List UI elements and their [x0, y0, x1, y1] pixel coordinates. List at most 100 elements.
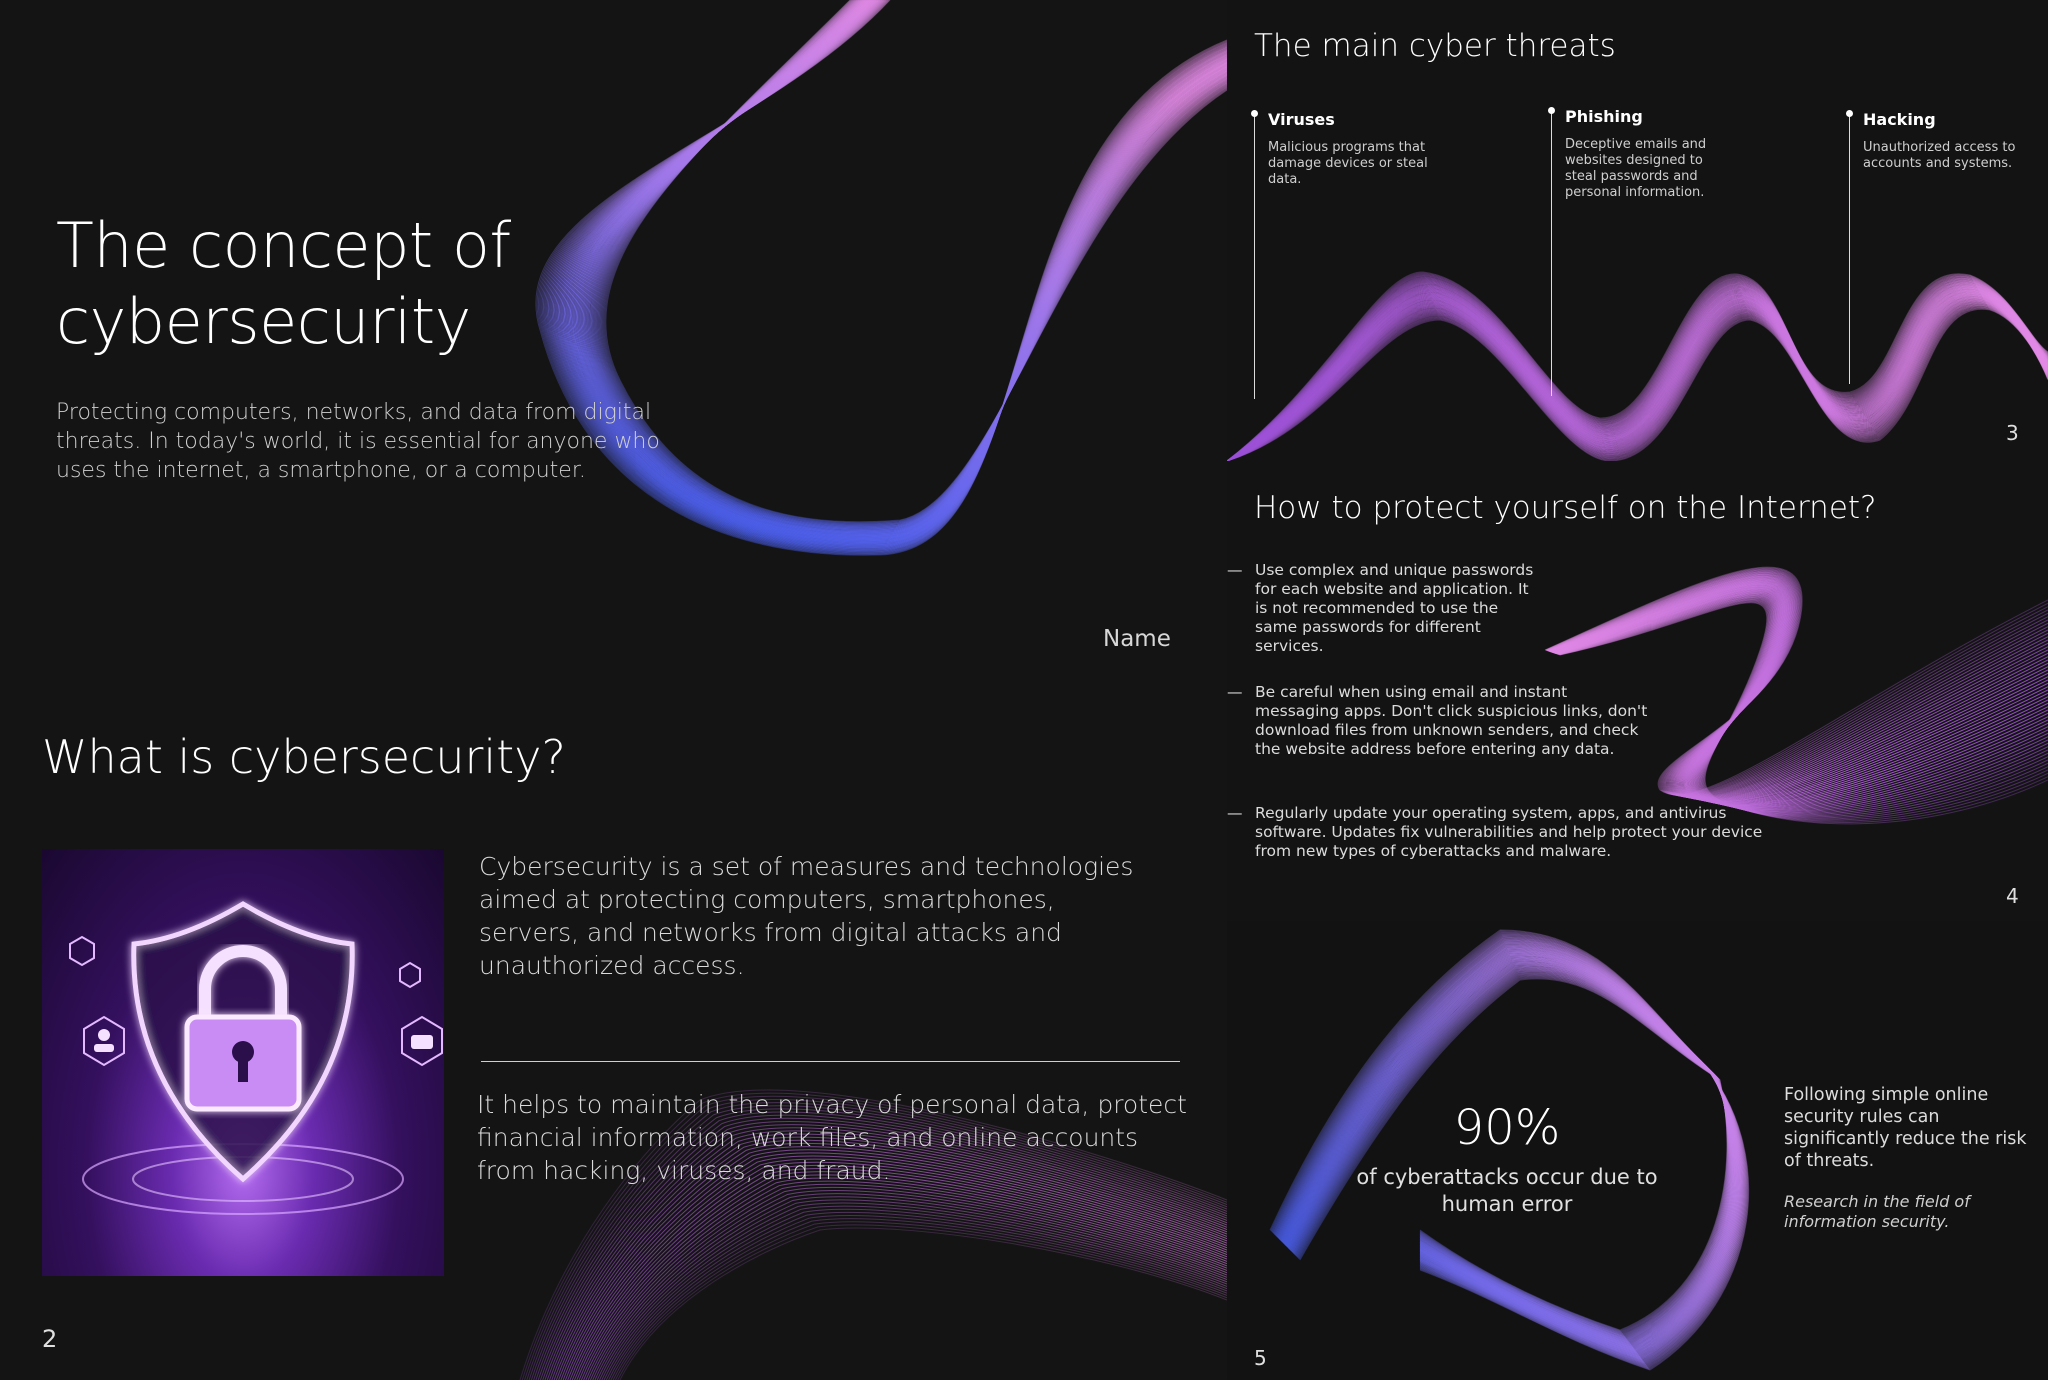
- wave-line: [603, 0, 1227, 524]
- wave-line: [574, 1165, 1227, 1380]
- wave-line: [594, 0, 1227, 528]
- wave-line: [590, 0, 1227, 530]
- slide3-title: The main cyber threats: [1254, 28, 1616, 64]
- wave-line: [571, 1161, 1227, 1380]
- threat-text: Malicious programs that damage devices o…: [1268, 140, 1428, 187]
- wave-line: [1227, 303, 2048, 461]
- wave-line: [1227, 301, 2048, 461]
- wave-line: [1227, 302, 2048, 461]
- wave-ribbon: [1544, 566, 2048, 825]
- wave-line: [560, 1146, 1227, 1380]
- wave-line: [1227, 293, 2048, 461]
- wave-line: [1227, 298, 2048, 461]
- stat-side-note: Following simple online security rules c…: [1784, 1084, 2034, 1232]
- wave-line: [537, 1114, 1227, 1380]
- slide2-title: What is cybersecurity?: [42, 730, 566, 784]
- wave-line: [576, 1168, 1227, 1380]
- wave-line: [1227, 305, 2048, 461]
- threat-text: Deceptive emails and websites designed t…: [1565, 137, 1707, 200]
- wave-line: [582, 0, 1227, 534]
- wave-line: [603, 1205, 1227, 1380]
- wave-line: [1227, 285, 2048, 461]
- wave-line: [581, 0, 1227, 534]
- wave-line: [1227, 281, 2048, 461]
- wave-line: [1227, 291, 2048, 461]
- wave-line: [1227, 306, 2048, 461]
- slide1-title: The concept of cybersecurity: [56, 209, 511, 358]
- wave-line: [595, 0, 1227, 528]
- timeline-line: [1254, 114, 1255, 399]
- tip-text: Regularly update your operating system, …: [1255, 804, 1763, 860]
- wave-line: [526, 1098, 1227, 1380]
- side-text: Following simple online security rules c…: [1784, 1085, 2027, 1171]
- wave-line: [1227, 295, 2048, 461]
- wave-line: [1227, 304, 2048, 461]
- wave-line: [1227, 279, 2048, 461]
- dash-bullet: —: [1227, 804, 1243, 822]
- wave-line: [1227, 308, 2048, 461]
- wave-line: [1227, 281, 2048, 461]
- wave-line: [567, 1155, 1227, 1380]
- wave-line: [1299, 978, 1728, 1331]
- stat-caption: of cyberattacks occur due to human error: [1356, 1165, 1658, 1216]
- wave-line: [596, 0, 1227, 527]
- wave-line: [1227, 298, 2048, 461]
- wave-line: [1227, 308, 2048, 461]
- wave-line: [539, 1117, 1227, 1380]
- wave-line: [555, 1139, 1227, 1380]
- wave-line: [594, 1193, 1227, 1380]
- wave-line: [528, 1102, 1227, 1380]
- wave-line: [602, 0, 1227, 524]
- wave-line: [583, 1177, 1227, 1380]
- wave-line: [1227, 291, 2048, 461]
- page-number: 3: [2006, 421, 2019, 445]
- wave-line: [1227, 283, 2048, 461]
- wave-line: [1227, 275, 2048, 461]
- wave-line: [592, 0, 1227, 529]
- wave-line: [1227, 307, 2048, 461]
- wave-line: [585, 0, 1227, 533]
- timeline-dot: [1548, 107, 1555, 114]
- wave-line: [530, 1105, 1227, 1380]
- wave-line: [1559, 602, 2048, 825]
- wave-line: [533, 1108, 1227, 1380]
- dash-bullet: —: [1227, 561, 1243, 579]
- wave-line: [549, 1130, 1227, 1380]
- wave-line: [1227, 300, 2048, 461]
- wave-line: [585, 1180, 1227, 1380]
- wave-line: [1227, 302, 2048, 461]
- wave-line: [1227, 293, 2048, 461]
- wave-line: [610, 1215, 1227, 1380]
- threat-text: Unauthorized access to accounts and syst…: [1863, 140, 2016, 171]
- slide-protect: [1227, 461, 2048, 921]
- divider: [481, 1061, 1180, 1062]
- threat-title: Hacking: [1863, 110, 1936, 129]
- page-number: 2: [42, 1325, 58, 1353]
- wave-line: [1227, 296, 2048, 461]
- wave-line: [608, 1211, 1227, 1380]
- wave-ribbon: [1269, 929, 1750, 1371]
- wave-line: [1227, 272, 2048, 461]
- slide2-paragraph-1: Cybersecurity is a set of measures and t…: [479, 852, 1134, 980]
- wave-line: [612, 1218, 1227, 1380]
- stat-value: 90%: [1453, 1100, 1561, 1156]
- page-number: 4: [2006, 884, 2019, 908]
- wave-line: [619, 1227, 1227, 1380]
- wave-line: [596, 1196, 1227, 1380]
- slide1-description: Protecting computers, networks, and data…: [56, 400, 660, 483]
- wave-line: [1227, 277, 2048, 461]
- wave-line: [1227, 288, 2048, 461]
- wave-line: [1227, 279, 2048, 461]
- wave-line: [1227, 295, 2048, 461]
- wave-line: [519, 1089, 1227, 1380]
- wave-line: [1227, 274, 2048, 461]
- wave-line: [1227, 300, 2048, 461]
- wave-line: [589, 1186, 1227, 1380]
- wave-line: [1227, 304, 2048, 461]
- wave-line: [1227, 299, 2048, 461]
- wave-line: [564, 1152, 1227, 1380]
- wave-line: [601, 0, 1227, 525]
- wave-line: [562, 1149, 1227, 1380]
- page-number: 5: [1254, 1346, 1267, 1370]
- wave-line: [1227, 285, 2048, 461]
